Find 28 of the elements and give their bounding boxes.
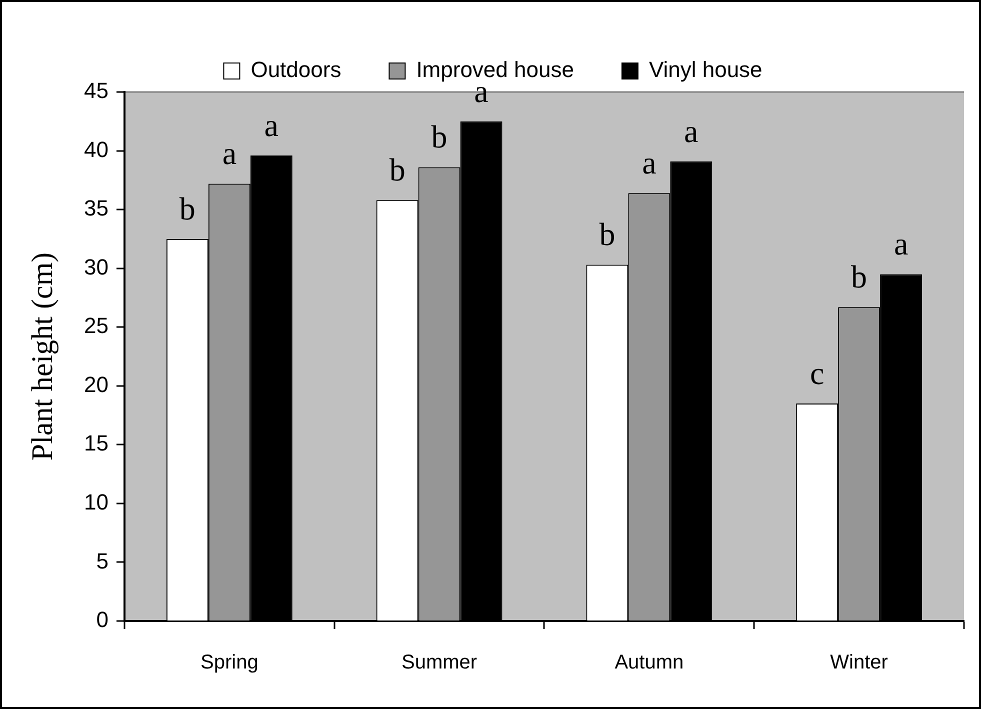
data-label: b [431, 118, 448, 155]
x-tick-label: Summer [402, 652, 478, 674]
x-tick-label: Winter [830, 652, 888, 674]
y-tick-label: 10 [84, 490, 108, 515]
data-label: b [851, 258, 868, 295]
data-label: b [179, 190, 196, 226]
y-tick-label: 25 [84, 313, 108, 338]
y-tick-label: 20 [84, 372, 108, 397]
data-label: c [810, 354, 824, 391]
data-label: a [642, 144, 656, 181]
y-tick-label: 35 [84, 196, 108, 221]
data-label: b [599, 216, 616, 252]
y-tick-label: 40 [84, 136, 108, 162]
y-tick-label: 5 [96, 548, 108, 574]
legend-label: Vinyl house [648, 57, 762, 82]
y-tick-label: 0 [96, 607, 108, 632]
data-label: a [684, 112, 698, 149]
y-tick-label: 15 [84, 430, 108, 456]
data-label: a [894, 226, 908, 262]
x-tick-label: Autumn [614, 652, 684, 674]
x-tick-label: Spring [200, 652, 258, 674]
data-label: a [222, 135, 237, 172]
y-tick-label: 30 [84, 254, 108, 280]
y-tick-label: 45 [84, 78, 108, 104]
data-label: b [389, 152, 406, 188]
data-label: a [264, 106, 278, 143]
y-axis-title: Plant height (cm) [26, 252, 59, 461]
legend-label: Outdoors [250, 57, 342, 82]
